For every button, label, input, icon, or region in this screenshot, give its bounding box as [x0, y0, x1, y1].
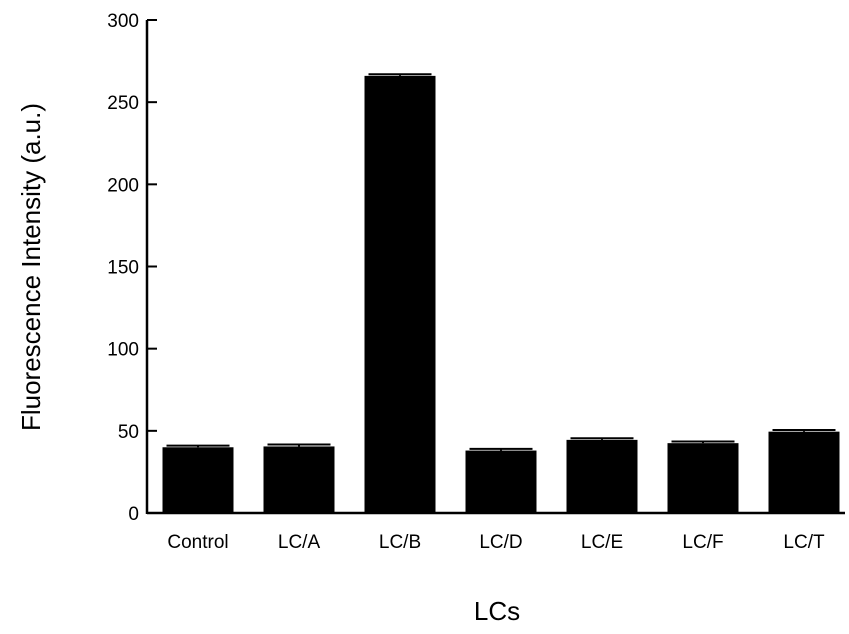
x-tick-label: LC/E: [581, 532, 623, 553]
y-tick-label: 200: [107, 175, 139, 196]
y-tick-label: 150: [107, 258, 139, 279]
bar: [566, 439, 638, 513]
y-tick-label: 100: [107, 340, 139, 361]
bar: [667, 443, 739, 513]
bar: [768, 431, 840, 513]
bar: [263, 446, 335, 513]
x-tick-label: LC/B: [379, 532, 421, 553]
y-tick-label: 300: [107, 11, 139, 32]
bar: [465, 450, 537, 513]
x-tick-label: LC/F: [682, 532, 723, 553]
y-tick-label: 0: [128, 504, 139, 525]
x-axis: Control LC/A LC/B LC/D LC/E LC/F LC/T: [147, 511, 845, 553]
x-axis-title: LCs: [474, 596, 520, 626]
x-tick-label: LC/D: [479, 532, 522, 553]
bar: [364, 75, 436, 513]
bars-group: [162, 73, 840, 513]
y-axis-title: Fluorescence Intensity (a.u.): [16, 103, 46, 431]
bar: [162, 447, 234, 513]
y-tick-label: 50: [118, 422, 139, 443]
y-tick-label: 250: [107, 93, 139, 114]
x-tick-label: Control: [167, 532, 228, 553]
x-tick-label: LC/T: [783, 532, 825, 553]
y-axis: 0 50 100 150 200 250 300: [107, 11, 157, 525]
x-tick-label: LC/A: [278, 532, 321, 553]
